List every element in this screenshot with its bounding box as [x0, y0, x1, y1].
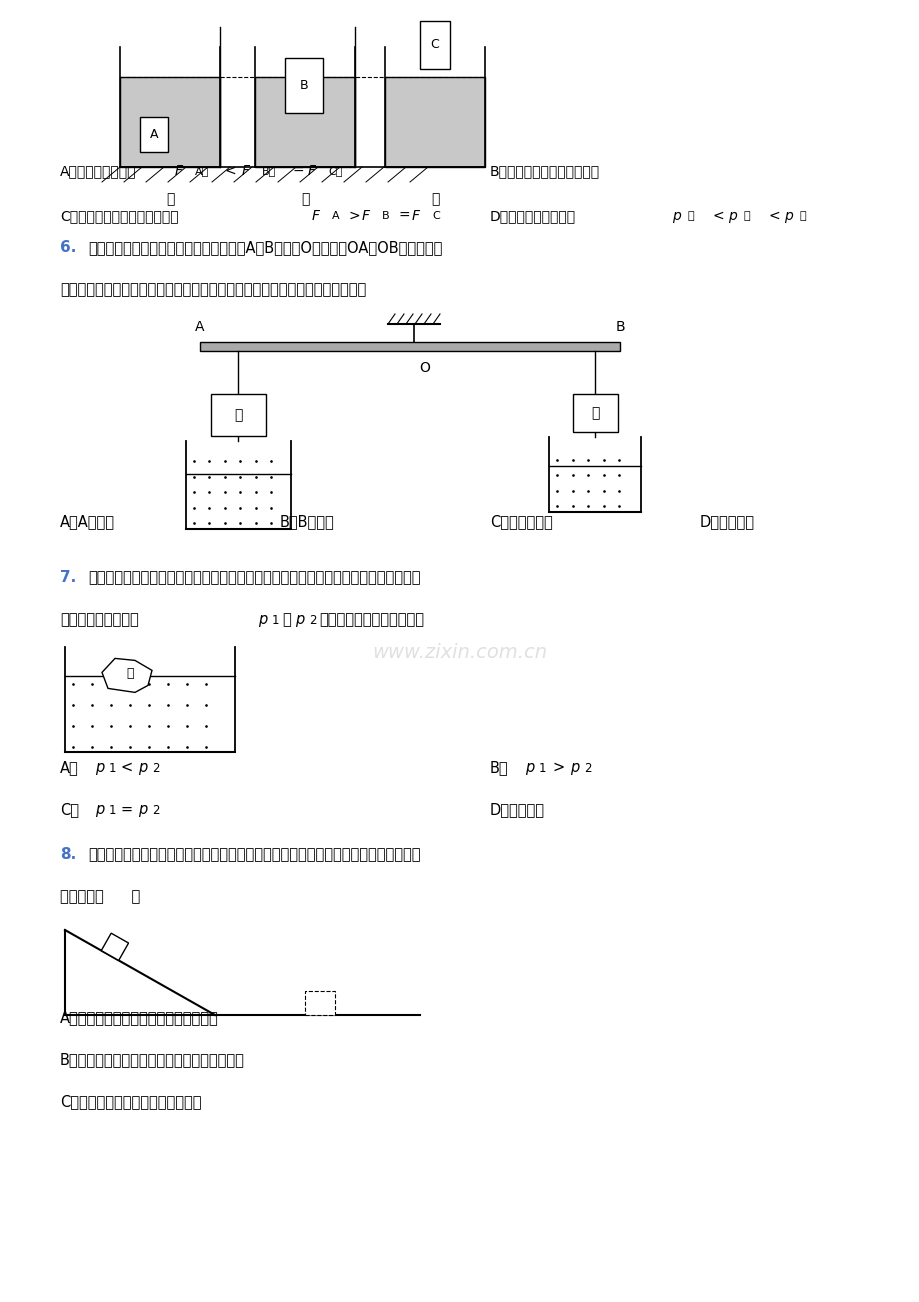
Bar	[210, 395, 266, 436]
Text: 8.: 8.	[60, 848, 76, 862]
Text: <: <	[711, 210, 723, 223]
Text: 乙: 乙	[301, 191, 309, 206]
Text: B．: B．	[490, 760, 508, 775]
Text: p: p	[95, 760, 104, 775]
Text: 正确的是（      ）: 正确的是（ ）	[60, 889, 140, 904]
Text: C．木块匀速下滑时受到的是平衡力: C．木块匀速下滑时受到的是平衡力	[60, 1094, 201, 1109]
Text: 丙: 丙	[430, 191, 438, 206]
Text: ，则下列关系式中正确的是: ，则下列关系式中正确的是	[319, 612, 424, 628]
Text: <: <	[119, 760, 132, 775]
Text: A．A端下沉: A．A端下沉	[60, 514, 115, 529]
Text: 2: 2	[584, 762, 591, 775]
Text: www.zixin.com.cn: www.zixin.com.cn	[372, 642, 547, 661]
Text: 2: 2	[309, 615, 316, 628]
Text: A: A	[332, 211, 339, 221]
Text: D．无法确定: D．无法确定	[490, 802, 544, 816]
Text: F: F	[312, 210, 320, 223]
Text: F: F	[308, 164, 315, 178]
Text: F: F	[175, 164, 183, 178]
Text: C浮: C浮	[328, 165, 342, 176]
Text: 甲: 甲	[233, 408, 242, 422]
Text: B: B	[615, 320, 624, 335]
Text: 如图，木块从斜面上匀速滑下，最后停止在由相同材料制成的水平桌面上．下列说法中: 如图，木块从斜面上匀速滑下，最后停止在由相同材料制成的水平桌面上．下列说法中	[88, 848, 420, 862]
Polygon shape	[102, 659, 152, 693]
Text: 对杯底的压强分别为: 对杯底的压强分别为	[60, 612, 139, 628]
Text: B．木块能够沿斜面下滑是因为受到惯性的作用: B．木块能够沿斜面下滑是因为受到惯性的作用	[60, 1052, 244, 1068]
Bar	[305, 991, 335, 1016]
Text: p: p	[257, 612, 267, 628]
Text: 2: 2	[152, 805, 159, 816]
Bar	[384, 77, 484, 167]
Text: =: =	[119, 802, 132, 816]
Text: p: p	[570, 760, 579, 775]
Bar	[199, 341, 619, 350]
Text: F: F	[361, 210, 369, 223]
Text: A: A	[195, 320, 205, 335]
Text: p: p	[138, 760, 147, 775]
Text: 1: 1	[108, 762, 117, 775]
Text: A．物体受到的浮力: A．物体受到的浮力	[60, 164, 136, 178]
Text: F: F	[412, 210, 420, 223]
Text: <: <	[767, 210, 778, 223]
Text: 材料相同的甲、乙两个物体分别挂在杠杆A、B两端，O为支点（OA＜OB），如图所: 材料相同的甲、乙两个物体分别挂在杠杆A、B两端，O为支点（OA＜OB），如图所	[88, 240, 442, 255]
Text: p: p	[525, 760, 534, 775]
Text: <: <	[225, 164, 236, 178]
Text: 7.: 7.	[60, 570, 76, 585]
Text: O: O	[419, 361, 430, 375]
Text: >: >	[551, 760, 563, 775]
Bar	[285, 57, 323, 113]
Bar	[255, 77, 355, 167]
Text: D．无法确定: D．无法确定	[699, 514, 754, 529]
Text: B: B	[300, 78, 308, 91]
Text: 2: 2	[152, 762, 159, 775]
Text: 甲: 甲	[687, 211, 694, 221]
Text: 示，杠杆处于平衡状态．如果将甲、乙物体（不溶于水）浸没于水中，杠杆将会: 示，杠杆处于平衡状态．如果将甲、乙物体（不溶于水）浸没于水中，杠杆将会	[60, 283, 366, 297]
Text: 乙: 乙	[590, 406, 598, 421]
Text: 1: 1	[108, 805, 117, 816]
Text: A．: A．	[60, 760, 79, 775]
Text: C．: C．	[60, 802, 79, 816]
Bar	[420, 21, 449, 69]
Text: A浮: A浮	[195, 165, 209, 176]
Text: C: C	[430, 39, 439, 52]
Text: >: >	[347, 210, 359, 223]
Text: 乙: 乙	[743, 211, 750, 221]
Text: C: C	[432, 211, 439, 221]
Text: B．B端下沉: B．B端下沉	[279, 514, 335, 529]
Text: B: B	[381, 211, 390, 221]
Text: 甲: 甲	[165, 191, 174, 206]
Bar	[119, 77, 220, 167]
Text: p: p	[95, 802, 104, 816]
Text: 1: 1	[272, 615, 279, 628]
Text: p: p	[727, 210, 736, 223]
Bar	[140, 117, 168, 152]
Text: A: A	[150, 128, 158, 141]
Text: 丙: 丙	[800, 211, 806, 221]
Text: B浮: B浮	[262, 165, 276, 176]
Text: p: p	[783, 210, 792, 223]
Text: =: =	[398, 210, 409, 223]
Text: =: =	[291, 164, 303, 178]
Text: p: p	[671, 210, 680, 223]
Text: B．丙烧杯中液体的密度最大: B．丙烧杯中液体的密度最大	[490, 164, 599, 178]
Text: 1: 1	[539, 762, 546, 775]
Text: p: p	[138, 802, 147, 816]
Text: F: F	[242, 164, 250, 178]
Text: 、: 、	[282, 612, 290, 628]
Text: D．烧杯对桌面的压强: D．烧杯对桌面的压强	[490, 210, 575, 223]
Text: 如图所示，一质地均匀的圆柱形平底玻璃杯，杯内水中漂浮着一冰块．若冰熔化前后水: 如图所示，一质地均匀的圆柱形平底玻璃杯，杯内水中漂浮着一冰块．若冰熔化前后水	[88, 570, 420, 585]
Polygon shape	[101, 934, 129, 961]
Text: 冰: 冰	[126, 667, 133, 680]
Text: A．木块匀速下滑时重力势能转化为动能: A．木块匀速下滑时重力势能转化为动能	[60, 1010, 219, 1025]
Text: C．物体下表面受到液体的压力: C．物体下表面受到液体的压力	[60, 210, 178, 223]
Text: 6.: 6.	[60, 240, 76, 255]
Bar	[572, 395, 617, 432]
Text: p: p	[295, 612, 304, 628]
Text: C．仍保持平衡: C．仍保持平衡	[490, 514, 552, 529]
